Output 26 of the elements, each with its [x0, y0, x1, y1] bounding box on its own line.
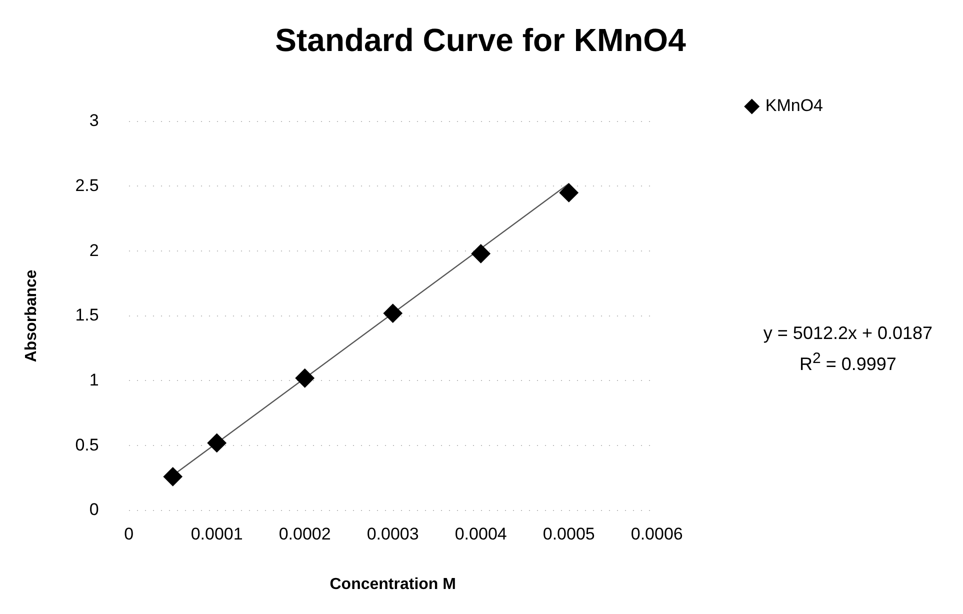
y-axis-title: Absorbance — [23, 270, 40, 362]
legend-label: KMnO4 — [765, 96, 824, 116]
x-tick-label: 0.0004 — [454, 524, 507, 544]
y-tick-label: 2.5 — [75, 176, 99, 195]
chart-title: Standard Curve for KMnO4 — [275, 22, 686, 58]
point — [163, 467, 182, 486]
x-axis-title: Concentration M — [330, 576, 456, 593]
x-tick-label: 0.0002 — [278, 524, 331, 544]
x-tick-label: 0.0003 — [366, 524, 419, 544]
text: y = 5012.2x + 0.0187 — [762, 322, 934, 345]
y-tick-label: 3 — [89, 111, 99, 130]
y-tick-label: 1 — [89, 370, 99, 390]
point — [471, 244, 490, 264]
point — [559, 183, 578, 202]
point — [207, 433, 226, 452]
y-tick-label: 0.5 — [75, 435, 99, 454]
point — [383, 304, 402, 323]
y-tick-label: 0 — [89, 500, 99, 520]
x-tick-label: 0 — [124, 524, 134, 544]
x-tick-label: 0.0005 — [542, 524, 595, 544]
point — [295, 368, 314, 388]
text: R$^{2}$ = 0.9997 — [798, 349, 898, 376]
y-tick-label: 1.5 — [75, 306, 99, 325]
x-tick-label: 0.0006 — [630, 524, 683, 544]
x-tick-label: 0.0001 — [190, 524, 243, 544]
y-tick-label: 2 — [89, 240, 99, 260]
